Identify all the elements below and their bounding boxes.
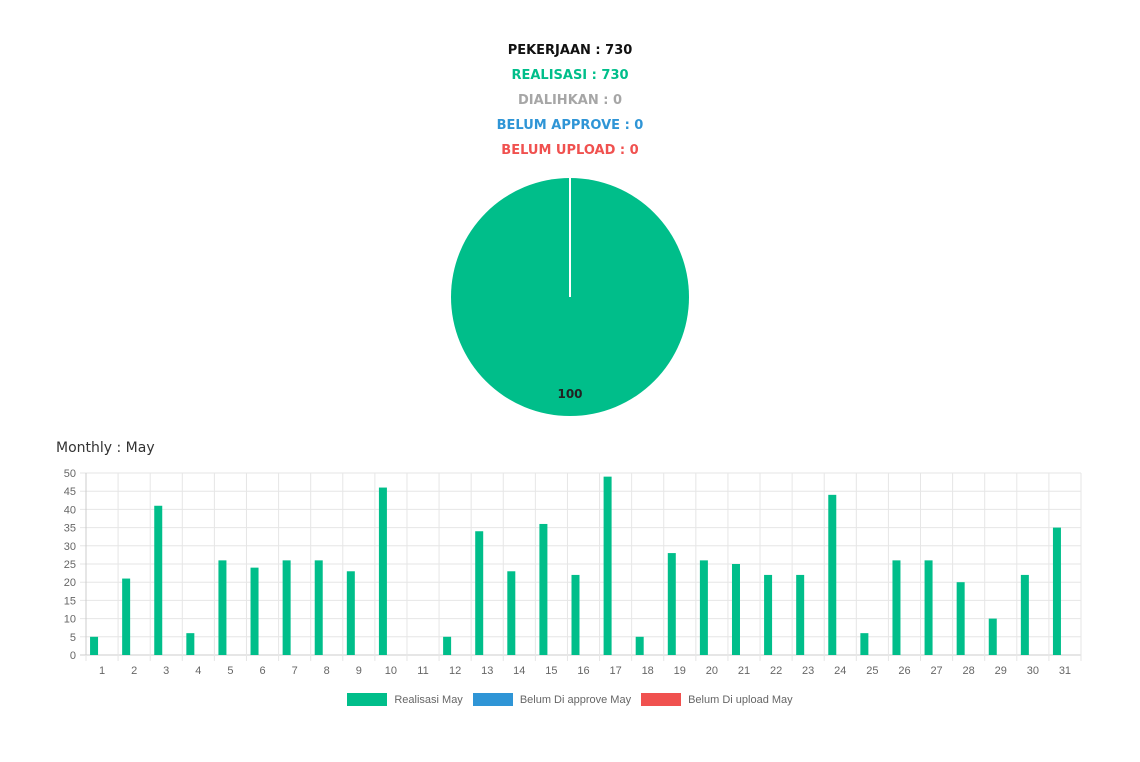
x-tick-label: 1	[99, 665, 105, 677]
bar-realisasi-may[interactable]	[346, 571, 355, 655]
x-tick-label: 3	[163, 665, 169, 677]
y-tick-label: 15	[64, 595, 76, 607]
y-tick-label: 5	[70, 632, 76, 644]
bar-realisasi-may[interactable]	[924, 560, 933, 655]
x-tick-label: 16	[577, 665, 589, 677]
x-tick-label: 29	[995, 665, 1007, 677]
bar-realisasi-may[interactable]	[796, 574, 805, 655]
x-tick-label: 31	[1059, 665, 1071, 677]
x-tick-label: 7	[292, 665, 298, 677]
x-tick-label: 8	[324, 665, 330, 677]
y-tick-label: 45	[64, 486, 76, 498]
x-tick-label: 22	[770, 665, 782, 677]
x-tick-label: 18	[642, 665, 654, 677]
legend-swatch-realisasi	[347, 693, 388, 706]
y-tick-label: 35	[64, 523, 76, 535]
bar-realisasi-may[interactable]	[1020, 574, 1029, 655]
x-tick-label: 23	[802, 665, 814, 677]
summary-block: PEKERJAAN : 730 REALISASI : 730 DIALIHKA…	[0, 42, 1140, 167]
y-tick-label: 50	[64, 468, 76, 480]
legend-item-belum-approve[interactable]: Belum Di approve May	[472, 693, 632, 706]
bar-realisasi-may[interactable]	[186, 633, 195, 655]
realisasi-count: REALISASI : 730	[511, 68, 629, 83]
pie-chart: 100	[451, 178, 689, 416]
legend-label-belum-approve: Belum Di approve May	[519, 693, 632, 706]
bar-realisasi-may[interactable]	[250, 567, 259, 655]
x-tick-label: 27	[930, 665, 942, 677]
x-tick-label: 11	[417, 665, 428, 677]
bar-realisasi-may[interactable]	[507, 571, 516, 655]
bar-realisasi-may[interactable]	[635, 636, 644, 655]
legend-swatch-belum-approve	[472, 693, 513, 706]
bar-realisasi-may[interactable]	[956, 582, 965, 655]
bar-realisasi-may[interactable]	[314, 560, 323, 655]
legend-item-belum-upload[interactable]: Belum Di upload May	[641, 693, 793, 706]
y-tick-label: 30	[64, 541, 76, 553]
x-tick-label: 24	[834, 665, 846, 677]
x-tick-label: 26	[898, 665, 910, 677]
bar-realisasi-may[interactable]	[988, 618, 997, 655]
bar-realisasi-may[interactable]	[764, 574, 773, 655]
bar-realisasi-may[interactable]	[218, 560, 227, 655]
bar-realisasi-may[interactable]	[571, 574, 580, 655]
bar-realisasi-may[interactable]	[90, 636, 99, 655]
bar-realisasi-may[interactable]	[667, 553, 676, 655]
x-tick-label: 15	[545, 665, 557, 677]
bar-realisasi-may[interactable]	[475, 531, 484, 655]
x-tick-label: 25	[866, 665, 878, 677]
y-tick-label: 20	[64, 577, 76, 589]
x-tick-label: 5	[227, 665, 233, 677]
legend-label-realisasi: Realisasi May	[394, 693, 463, 706]
bar-realisasi-may[interactable]	[603, 476, 612, 655]
bar-realisasi-may[interactable]	[443, 636, 452, 655]
belum-approve-count: BELUM APPROVE : 0	[496, 118, 644, 133]
dialihkan-count: DIALIHKAN : 0	[518, 93, 622, 108]
monthly-title: Monthly : May	[56, 440, 155, 456]
bar-realisasi-may[interactable]	[539, 523, 548, 655]
legend-label-belum-upload: Belum Di upload May	[688, 693, 793, 706]
legend-swatch-belum-upload	[641, 693, 682, 706]
y-tick-label: 0	[70, 650, 76, 662]
y-tick-label: 10	[64, 614, 76, 626]
x-tick-label: 19	[674, 665, 686, 677]
bar-realisasi-may[interactable]	[892, 560, 901, 655]
bar-realisasi-may[interactable]	[828, 494, 837, 655]
x-tick-label: 12	[449, 665, 461, 677]
x-tick-label: 2	[131, 665, 137, 677]
belum-upload-count: BELUM UPLOAD : 0	[501, 143, 639, 158]
bar-realisasi-may[interactable]	[1052, 527, 1061, 655]
bar-legend: Realisasi May Belum Di approve May Belum…	[0, 693, 1140, 706]
x-tick-label: 6	[259, 665, 265, 677]
bar-realisasi-may[interactable]	[699, 560, 708, 655]
x-tick-label: 13	[481, 665, 493, 677]
bar-realisasi-may[interactable]	[282, 560, 291, 655]
legend-item-realisasi[interactable]: Realisasi May	[347, 693, 463, 706]
x-tick-label: 20	[706, 665, 718, 677]
x-tick-label: 4	[195, 665, 201, 677]
pekerjaan-count: PEKERJAAN : 730	[507, 43, 633, 58]
pie-data-label: 100	[557, 387, 582, 401]
bar-realisasi-may[interactable]	[860, 633, 869, 655]
x-tick-label: 30	[1027, 665, 1039, 677]
x-tick-label: 14	[513, 665, 525, 677]
bar-realisasi-may[interactable]	[154, 505, 163, 655]
x-tick-label: 28	[963, 665, 975, 677]
x-tick-label: 21	[738, 665, 750, 677]
y-tick-label: 40	[64, 504, 76, 516]
bar-realisasi-may[interactable]	[378, 487, 387, 655]
bar-realisasi-may[interactable]	[122, 578, 131, 655]
x-tick-label: 17	[609, 665, 621, 677]
y-tick-label: 25	[64, 559, 76, 571]
bar-realisasi-may[interactable]	[731, 564, 740, 655]
x-tick-label: 9	[356, 665, 362, 677]
x-tick-label: 10	[385, 665, 397, 677]
